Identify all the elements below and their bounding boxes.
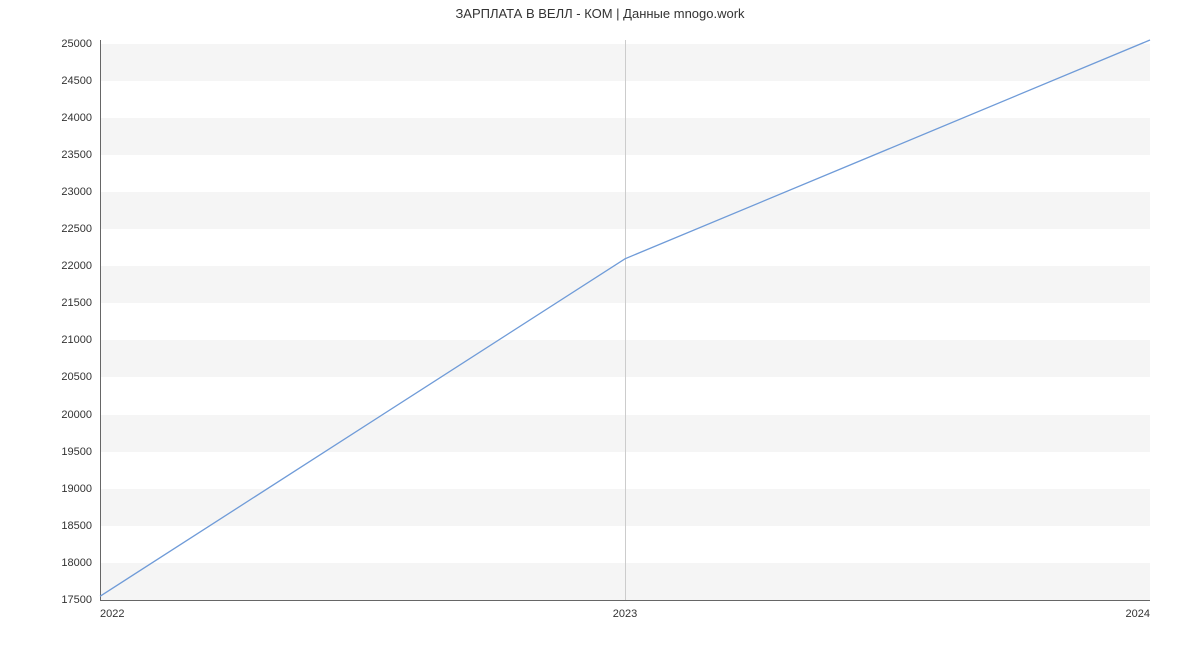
y-tick-label: 18000 (61, 557, 100, 569)
chart-container: ЗАРПЛАТА В ВЕЛЛ - КОМ | Данные mnogo.wor… (0, 0, 1200, 650)
y-tick-label: 21000 (61, 334, 100, 346)
x-tick-label: 2024 (1126, 600, 1150, 620)
plot-area: 1750018000185001900019500200002050021000… (100, 40, 1150, 600)
chart-title: ЗАРПЛАТА В ВЕЛЛ - КОМ | Данные mnogo.wor… (0, 6, 1200, 21)
y-tick-label: 22500 (61, 223, 100, 235)
y-tick-label: 25000 (61, 38, 100, 50)
y-tick-label: 23000 (61, 186, 100, 198)
y-tick-label: 21500 (61, 297, 100, 309)
y-tick-label: 20500 (61, 371, 100, 383)
y-tick-label: 17500 (61, 594, 100, 606)
series-line (100, 40, 1150, 596)
y-tick-label: 23500 (61, 149, 100, 161)
y-tick-label: 19500 (61, 446, 100, 458)
x-tick-label: 2023 (613, 600, 637, 620)
x-axis (100, 600, 1150, 601)
y-tick-label: 24500 (61, 75, 100, 87)
x-tick-label: 2022 (100, 600, 124, 620)
y-tick-label: 24000 (61, 112, 100, 124)
y-tick-label: 20000 (61, 409, 100, 421)
y-tick-label: 18500 (61, 520, 100, 532)
y-tick-label: 19000 (61, 483, 100, 495)
y-tick-label: 22000 (61, 260, 100, 272)
line-layer (100, 40, 1150, 600)
